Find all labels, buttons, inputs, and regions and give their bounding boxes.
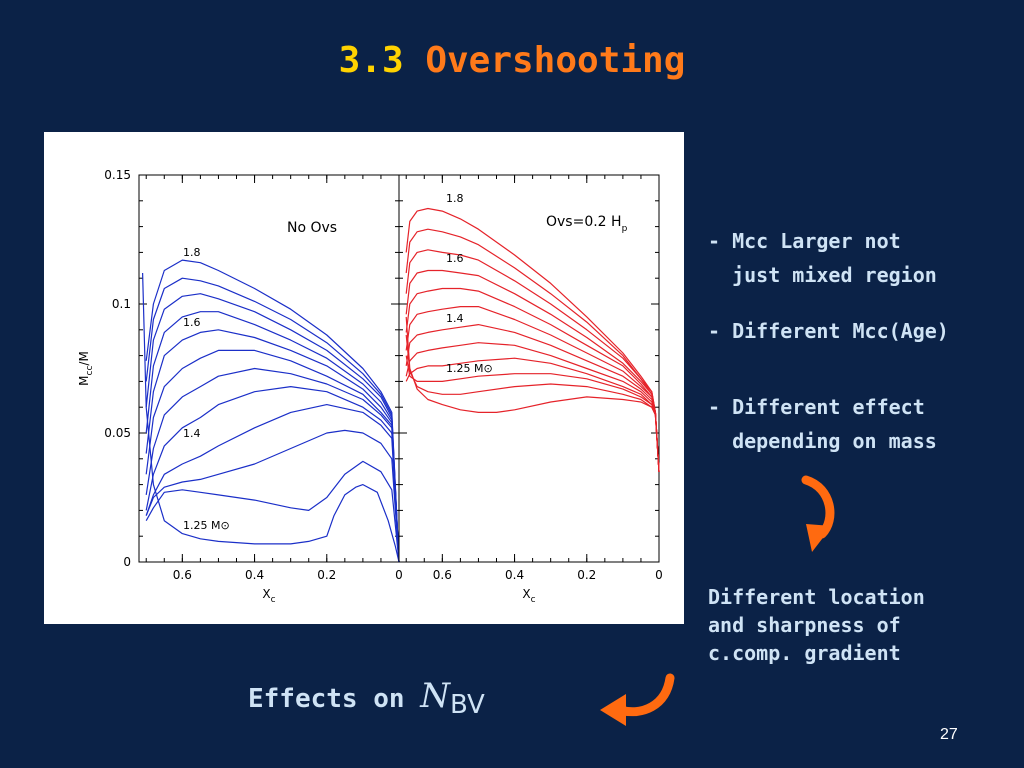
bullet-2-line-1: - Different Mcc(Age) <box>708 319 949 343</box>
curve-label: 1.8 <box>183 246 201 259</box>
x-axis-label: Xc <box>522 587 535 605</box>
x-tick-label: 0.4 <box>245 568 264 582</box>
panel-frame-2 <box>398 174 660 563</box>
series-line-1.75 <box>145 277 400 563</box>
series-line-1.3 <box>145 460 400 563</box>
overshooting-chart: 0.6 0.4 0.2 0 0 0.05 0.1 0.15 Xc Mcc/M No Ovs 1.8 1.… <box>77 168 663 605</box>
bullet-1-line-1: - Mcc Larger not <box>708 229 901 253</box>
slide-title: 3.3 Overshooting <box>0 40 1024 81</box>
bullet-3-line-1: - Different effect <box>708 395 925 419</box>
panel-frame-1 <box>138 174 400 563</box>
curve-label: 1.25 M⊙ <box>446 362 493 375</box>
panel-label: Ovs=0.2 Hp <box>546 214 628 234</box>
series-line-1.8 <box>405 207 660 472</box>
series-line-1.5 <box>405 324 660 472</box>
series-line-1.55 <box>405 306 660 472</box>
y-tick-label: 0.1 <box>112 297 131 311</box>
curve-label: 1.6 <box>446 252 464 265</box>
x-tick-label: 0 <box>395 568 403 582</box>
bullet-2: - Different Mcc(Age) <box>708 314 949 348</box>
nbv-subscript: BV <box>449 690 485 720</box>
series-line-1.7 <box>145 293 400 563</box>
series-line-1.6 <box>145 329 400 563</box>
series-line-1.4 <box>145 404 400 563</box>
nbv-symbol: NBV <box>420 676 485 720</box>
curved-down-arrow-icon <box>801 475 835 552</box>
bullet-3: - Different effect depending on mass <box>708 390 937 458</box>
curve-label: 1.4 <box>446 312 464 325</box>
y-axis-label-subscript: cc <box>85 366 95 376</box>
series-line-1.65 <box>145 311 400 563</box>
series-line-1.8 <box>145 259 400 563</box>
nbv-letter: N <box>420 676 450 716</box>
panel-label: No Ovs <box>287 220 337 236</box>
y-tick-label: 0.05 <box>104 426 131 440</box>
series-line-1.45 <box>145 386 400 563</box>
series-line-1.25 <box>405 316 660 472</box>
y-tick-label: 0.15 <box>104 168 131 182</box>
curve-label: 1.4 <box>183 427 201 440</box>
x-tick-label: 0.4 <box>505 568 524 582</box>
title-number: 3.3 <box>338 40 404 81</box>
bullet-1-line-2: just mixed region <box>708 263 937 287</box>
series-line-1.65 <box>405 269 660 472</box>
page-number: 27 <box>940 726 958 743</box>
bullet-1: - Mcc Larger not just mixed region <box>708 224 937 292</box>
effects-line: Effects on NBV <box>248 676 485 720</box>
y-axis-label: Mcc/M <box>77 351 95 386</box>
title-text: Overshooting <box>425 40 686 81</box>
x-tick-label: 0.2 <box>317 568 336 582</box>
y-tick-label: 0 <box>123 555 131 569</box>
series-line-1.5 <box>145 367 400 563</box>
figure-panel: 0.6 0.4 0.2 0 0 0.05 0.1 0.15 Xc Mcc/M No Ovs 1.8 1.… <box>44 132 684 624</box>
curved-left-arrow-icon <box>600 673 675 726</box>
panel-label-h: H <box>611 214 622 230</box>
note-line-1: Different location <box>708 585 925 609</box>
panel-label-subscript: p <box>622 224 628 234</box>
x-tick-label: 0 <box>655 568 663 582</box>
y-axis-label-denominator: /M <box>77 351 91 365</box>
x-tick-label: 0.2 <box>577 568 596 582</box>
series-line-1.35 <box>145 429 400 563</box>
note-block: Different location and sharpness of c.co… <box>708 583 925 667</box>
bullet-3-line-2: depending on mass <box>708 429 937 453</box>
series-line-1.35 <box>405 355 660 472</box>
series-line-1.4 <box>405 357 660 472</box>
note-line-2: and sharpness of <box>708 613 901 637</box>
x-axis-label: Xc <box>262 587 275 605</box>
curve-label: 1.25 M⊙ <box>183 519 230 532</box>
curve-label: 1.8 <box>446 192 464 205</box>
series-line-1.6 <box>405 287 660 472</box>
effects-label: Effects on <box>248 684 405 714</box>
x-tick-label: 0.6 <box>433 568 452 582</box>
note-line-3: c.comp. gradient <box>708 641 901 665</box>
x-axis-label-subscript: c <box>271 595 276 605</box>
series-line-1.45 <box>405 342 660 472</box>
series-line-1.75 <box>405 228 660 472</box>
series-line-1.55 <box>145 349 400 563</box>
x-tick-label: 0.6 <box>173 568 192 582</box>
curve-label: 1.6 <box>183 316 201 329</box>
series-line-1.3 <box>405 334 660 472</box>
series-line-1.25 <box>142 272 400 563</box>
x-axis-label-subscript: c <box>531 595 536 605</box>
